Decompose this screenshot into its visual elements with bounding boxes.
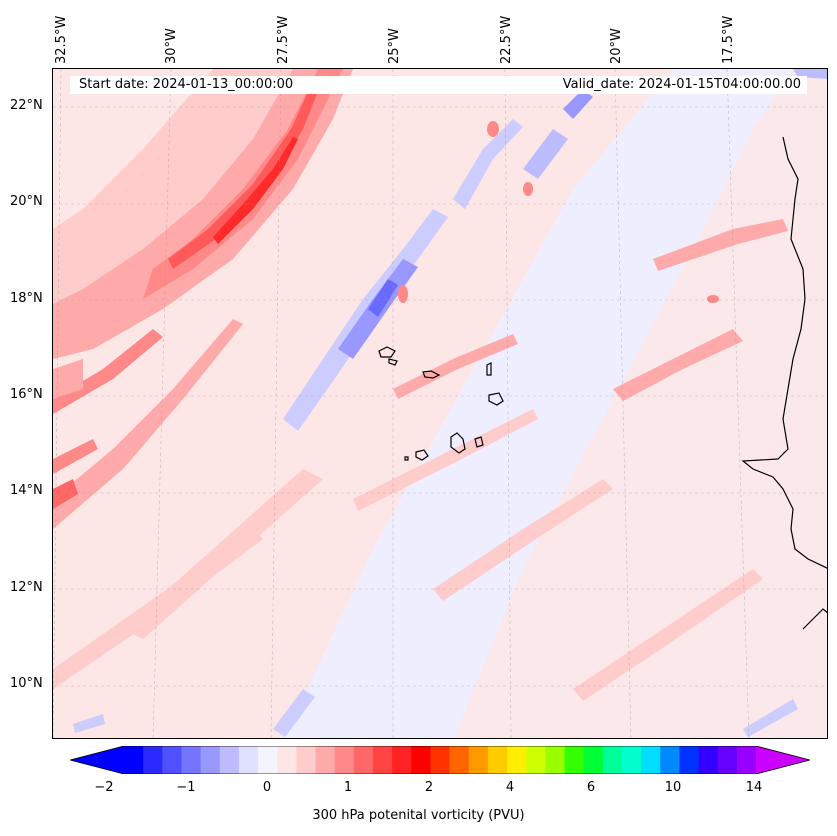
colorbar-segment — [679, 746, 700, 774]
colorbar-segment — [449, 746, 470, 774]
valid-date-text: Valid_date: 2024-01-15T04:00:00.00 — [562, 77, 801, 92]
colorbar-segment — [277, 746, 297, 774]
lon-label-30w: 30°W — [164, 28, 179, 64]
colorbar-segment — [411, 746, 431, 774]
colorbar-segment — [392, 746, 412, 774]
colorbar-tick: 2 — [424, 780, 434, 795]
start-date-text: Start date: 2024-01-13_00:00:00 — [79, 77, 294, 92]
lat-label-12n: 12°N — [10, 580, 43, 595]
colorbar-segment — [564, 746, 585, 774]
colorbar-over-arrow — [756, 746, 810, 774]
colorbar-segment — [526, 746, 546, 774]
colorbar-segment — [124, 746, 144, 774]
colorbar-segment — [430, 746, 451, 774]
colorbar-segment — [717, 746, 738, 774]
colorbar-tick: 4 — [505, 780, 515, 795]
colorbar-segment — [468, 746, 489, 774]
lat-label-18n: 18°N — [10, 291, 43, 306]
lon-label-17-5w: 17.5°W — [721, 15, 736, 64]
colorbar-segment — [736, 746, 757, 774]
colorbar-segment — [507, 746, 527, 774]
lat-label-20n: 20°N — [10, 194, 43, 209]
colorbar-tick: 14 — [745, 780, 763, 795]
lat-label-14n: 14°N — [10, 483, 43, 498]
pv-contour-map — [53, 69, 827, 738]
colorbar-segment — [162, 746, 182, 774]
colorbar-tick: 1 — [343, 780, 353, 795]
colorbar-tick: 10 — [664, 780, 682, 795]
colorbar-segment — [200, 746, 221, 774]
colorbar-segment — [621, 746, 642, 774]
colorbar — [70, 746, 810, 774]
colorbar-tick: −2 — [94, 780, 114, 795]
lon-label-20w: 20°W — [609, 28, 624, 64]
colorbar-segment — [602, 746, 623, 774]
colorbar-segment — [219, 746, 240, 774]
colorbar-segment — [545, 746, 565, 774]
colorbar-segment — [143, 746, 163, 774]
colorbar-segment — [181, 746, 202, 774]
lat-label-16n: 16°N — [10, 387, 43, 402]
lat-label-10n: 10°N — [10, 676, 43, 691]
colorbar-segment — [296, 746, 317, 774]
map-panel — [52, 68, 828, 739]
colorbar-segment — [258, 746, 278, 774]
lon-label-27-5w: 27.5°W — [276, 15, 291, 64]
colorbar-label: 300 hPa potenital vorticity (PVU) — [312, 808, 525, 823]
colorbar-segment — [372, 746, 393, 774]
colorbar-tick: 6 — [586, 780, 596, 795]
colorbar-segment — [315, 746, 336, 774]
colorbar-segment — [660, 746, 680, 774]
info-strip — [70, 76, 807, 94]
colorbar-segment — [238, 746, 259, 774]
colorbar-segment — [487, 746, 508, 774]
colorbar-under-arrow — [70, 746, 124, 774]
colorbar-segment — [583, 746, 604, 774]
colorbar-segment — [641, 746, 661, 774]
colorbar-tick: −1 — [176, 780, 196, 795]
lon-label-25w: 25°W — [387, 28, 402, 64]
lon-label-22-5w: 22.5°W — [499, 15, 514, 64]
lat-label-22n: 22°N — [10, 98, 43, 113]
colorbar-segment — [334, 746, 355, 774]
colorbar-segment — [698, 746, 719, 774]
colorbar-tick: 0 — [262, 780, 272, 795]
lon-label-32-5w: 32.5°W — [54, 15, 69, 64]
colorbar-segment — [353, 746, 374, 774]
